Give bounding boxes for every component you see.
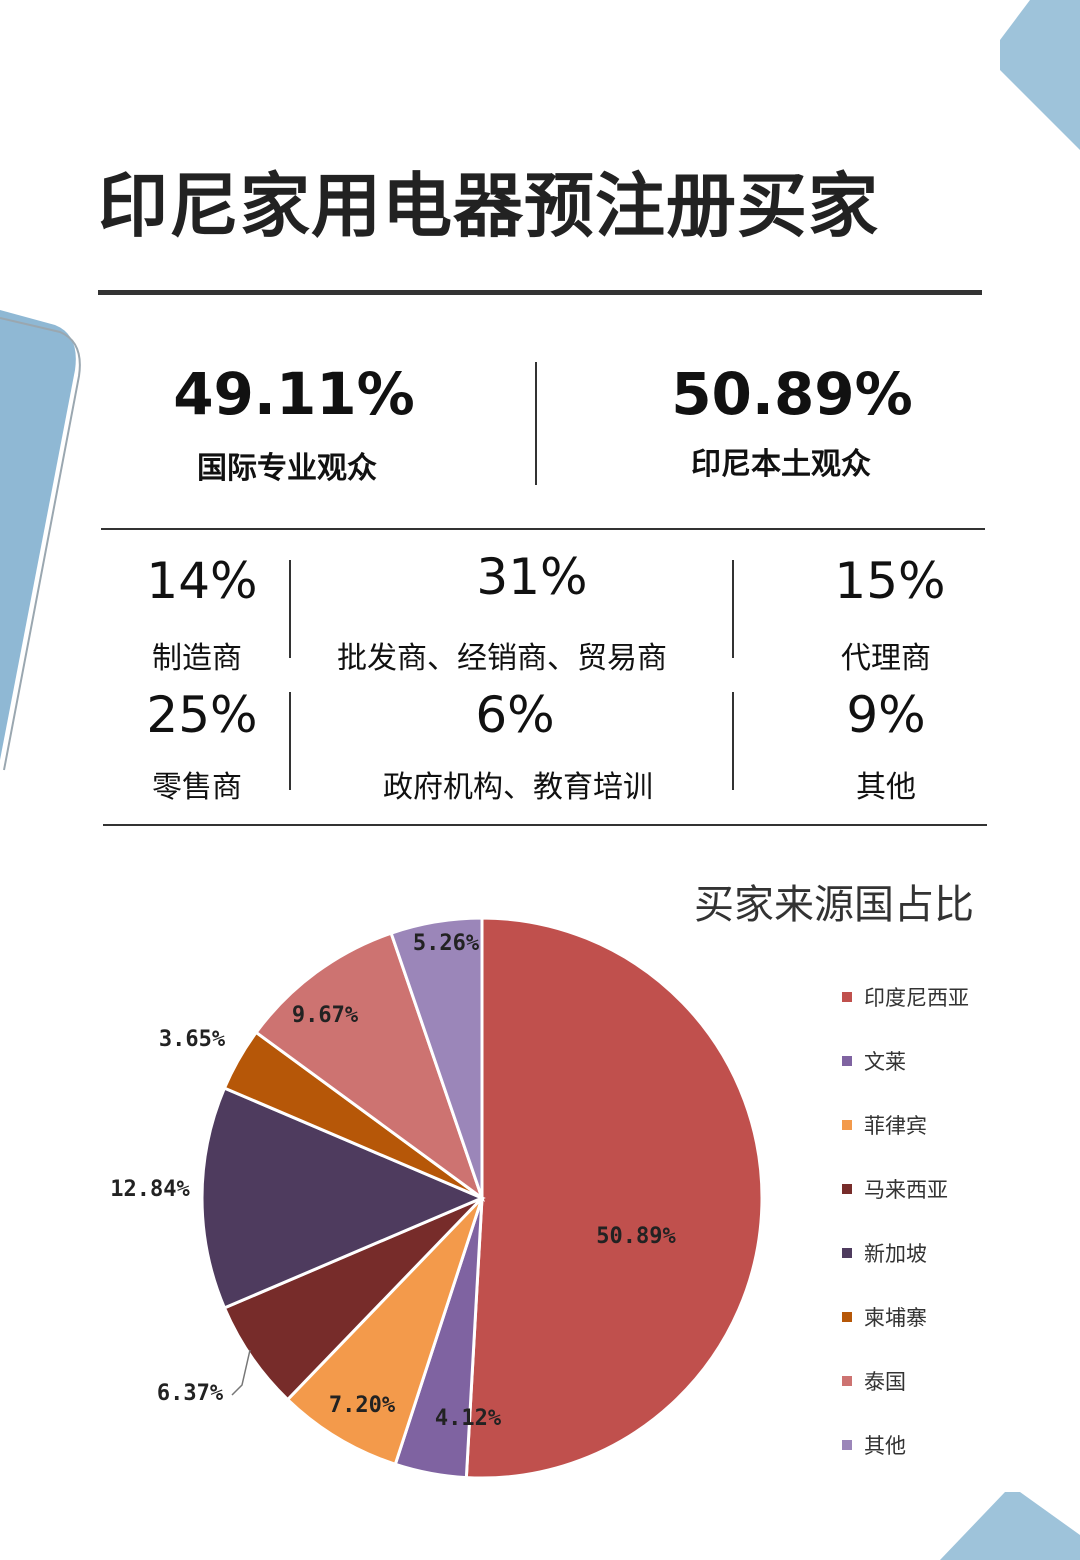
legend-swatch (842, 1440, 852, 1450)
grid-separator (732, 692, 734, 790)
legend-swatch (842, 1248, 852, 1258)
legend-label: 文莱 (864, 1050, 906, 1074)
legend-label: 印度尼西亚 (864, 986, 969, 1010)
pie-slice-label: 12.84% (110, 1177, 190, 1202)
grid-separator (289, 692, 291, 790)
local-share-value: 50.89% (671, 360, 913, 428)
grid-divider (103, 824, 987, 826)
pie-slice-label: 4.12% (435, 1406, 502, 1431)
retailer-label: 零售商 (152, 770, 242, 805)
legend-swatch (842, 1056, 852, 1066)
legend-item: 柬埔寨 (842, 1302, 927, 1332)
legend-label: 菲律宾 (864, 1114, 927, 1138)
government-value: 6% (475, 686, 555, 744)
pie-slice-label: 9.67% (292, 1003, 359, 1028)
grid-separator (289, 560, 291, 658)
pie-slice (464, 916, 764, 1480)
legend-label: 其他 (864, 1434, 906, 1458)
manufacturer-value: 14% (146, 552, 258, 610)
pie-slice-label: 7.20% (329, 1393, 396, 1418)
retailer-value: 25% (146, 686, 258, 744)
pie-slice (222, 1196, 484, 1402)
agent-label: 代理商 (841, 641, 931, 676)
legend-item: 泰国 (842, 1366, 906, 1396)
international-share-value: 49.11% (173, 360, 415, 428)
legend-swatch (842, 992, 852, 1002)
pie-slice (200, 1086, 486, 1310)
pie-slice-label: 50.89% (596, 1224, 676, 1249)
legend-label: 泰国 (864, 1370, 906, 1394)
legend-item: 印度尼西亚 (842, 982, 969, 1012)
corner-decoration-top-right (1000, 0, 1080, 150)
legend-label: 柬埔寨 (864, 1306, 927, 1330)
page-title: 印尼家用电器预注册买家 (98, 165, 879, 247)
legend-swatch (842, 1376, 852, 1386)
legend-item: 菲律宾 (842, 1110, 927, 1140)
legend-item: 其他 (842, 1430, 906, 1460)
pie-slice (285, 1196, 484, 1467)
summary-separator (535, 362, 537, 485)
government-label: 政府机构、教育培训 (383, 770, 653, 805)
agent-value: 15% (834, 552, 946, 610)
pie-slice (389, 916, 484, 1199)
local-share-label: 印尼本土观众 (691, 447, 871, 482)
pie-slice-label: 6.37% (157, 1381, 224, 1406)
pie-slice-label: 5.26% (413, 931, 480, 956)
legend-swatch (842, 1312, 852, 1322)
corner-decoration-bottom-right (940, 1492, 1080, 1560)
other-label: 其他 (856, 770, 916, 805)
wholesaler-label: 批发商、经销商、贸易商 (337, 641, 667, 676)
chart-title: 买家来源国占比 (694, 882, 974, 928)
legend-swatch (842, 1120, 852, 1130)
legend-label: 新加坡 (864, 1242, 927, 1266)
manufacturer-label: 制造商 (152, 641, 242, 676)
legend-label: 马来西亚 (864, 1178, 948, 1202)
legend-item: 文莱 (842, 1046, 906, 1076)
other-value: 9% (846, 686, 926, 744)
wholesaler-value: 31% (476, 548, 588, 606)
pie-chart: 50.89% 4.12% 7.20% 6.37% 12.84% 3.65% 9.67% 5.2… (110, 916, 764, 1480)
legend-item: 马来西亚 (842, 1174, 948, 1204)
title-divider (98, 290, 982, 295)
legend-item: 新加坡 (842, 1238, 927, 1268)
pie-slice (254, 931, 485, 1203)
label-leader-line (231, 1349, 251, 1396)
summary-divider (101, 528, 985, 530)
international-share-label: 国际专业观众 (197, 451, 377, 486)
pie-slice-label: 3.65% (159, 1027, 226, 1052)
side-decoration-left (0, 310, 81, 771)
grid-separator (732, 560, 734, 658)
legend-swatch (842, 1184, 852, 1194)
